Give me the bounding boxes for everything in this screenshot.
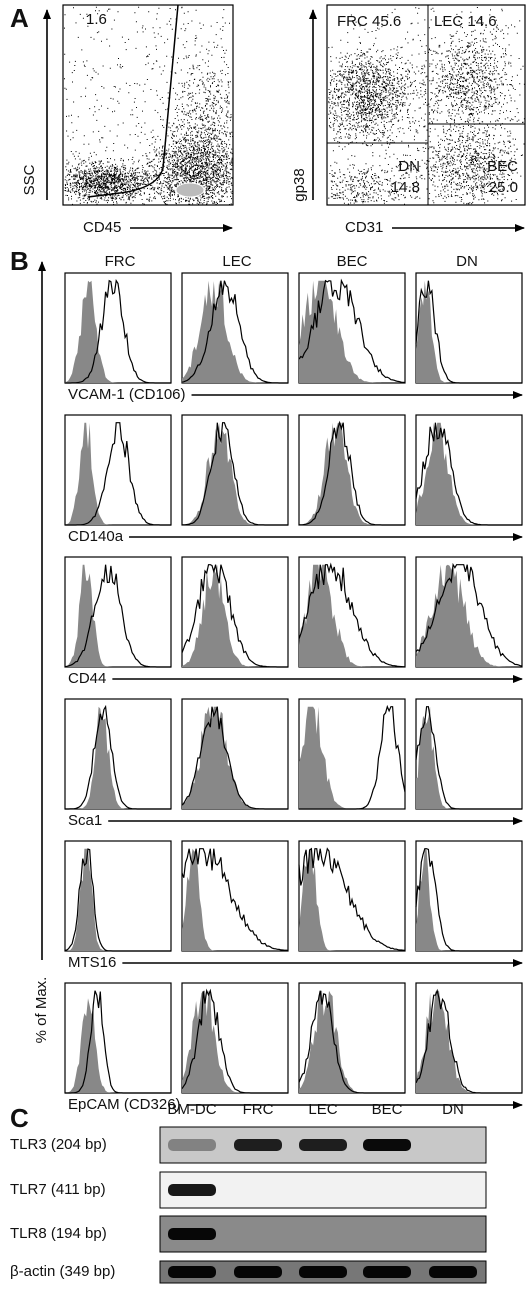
- quadrant-label: BEC: [487, 158, 518, 175]
- column-header: BEC: [337, 253, 368, 270]
- marker-label: CD140a: [68, 528, 124, 545]
- gel-band: [299, 1266, 347, 1278]
- lane-label: DN: [442, 1101, 464, 1118]
- histogram-frame: [65, 699, 171, 809]
- gel-row-label: β-actin (349 bp): [10, 1263, 115, 1280]
- gel-row-label: TLR7 (411 bp): [10, 1181, 106, 1198]
- axis-label: gp38: [291, 168, 308, 201]
- panel-label: C: [10, 1103, 29, 1133]
- quadrant-value: 14.8: [391, 179, 420, 196]
- panel-label: B: [10, 246, 29, 276]
- page: {"panel_a":{"label":"A","plot1":{"gate_v…: [0, 0, 531, 1290]
- gel-band: [168, 1184, 216, 1196]
- figure: A 1.6 SSC CD45 FRC 45.6 LEC 14.6 DN 14.8…: [0, 0, 531, 1285]
- gel-band: [168, 1228, 216, 1240]
- gel-row-label: TLR3 (204 bp): [10, 1136, 107, 1153]
- gel-band: [299, 1139, 347, 1151]
- gel-band: [168, 1139, 216, 1151]
- marker-label: Sca1: [68, 812, 102, 829]
- panel-label: A: [10, 3, 29, 33]
- gel-band: [234, 1266, 282, 1278]
- column-header: FRC: [105, 253, 136, 270]
- gel-band: [363, 1139, 411, 1151]
- axis-label: CD31: [345, 219, 383, 236]
- density-contour: [176, 183, 204, 197]
- column-header: DN: [456, 253, 478, 270]
- marker-label: VCAM-1 (CD106): [68, 386, 186, 403]
- lane-label: BM-DC: [167, 1101, 216, 1118]
- gel-band: [168, 1266, 216, 1278]
- lane-label: LEC: [308, 1101, 337, 1118]
- axis-label: CD45: [83, 219, 121, 236]
- quadrant-value: 25.0: [489, 179, 518, 196]
- gate-value: 1.6: [86, 11, 107, 28]
- gel-row-label: TLR8 (194 bp): [10, 1225, 107, 1242]
- gel-band: [363, 1266, 411, 1278]
- marker-label: MTS16: [68, 954, 116, 971]
- quadrant-label: DN: [398, 158, 420, 175]
- axis-label: SSC: [21, 164, 38, 195]
- quadrant-label: LEC 14.6: [434, 13, 497, 30]
- axis-label: % of Max.: [33, 977, 50, 1044]
- marker-label: EpCAM (CD326): [68, 1096, 181, 1113]
- quadrant-label: FRC 45.6: [337, 13, 401, 30]
- column-header: LEC: [222, 253, 251, 270]
- gel-band: [234, 1139, 282, 1151]
- lane-label: BEC: [372, 1101, 403, 1118]
- lane-label: FRC: [243, 1101, 274, 1118]
- marker-label: CD44: [68, 670, 106, 687]
- gel-band: [429, 1266, 477, 1278]
